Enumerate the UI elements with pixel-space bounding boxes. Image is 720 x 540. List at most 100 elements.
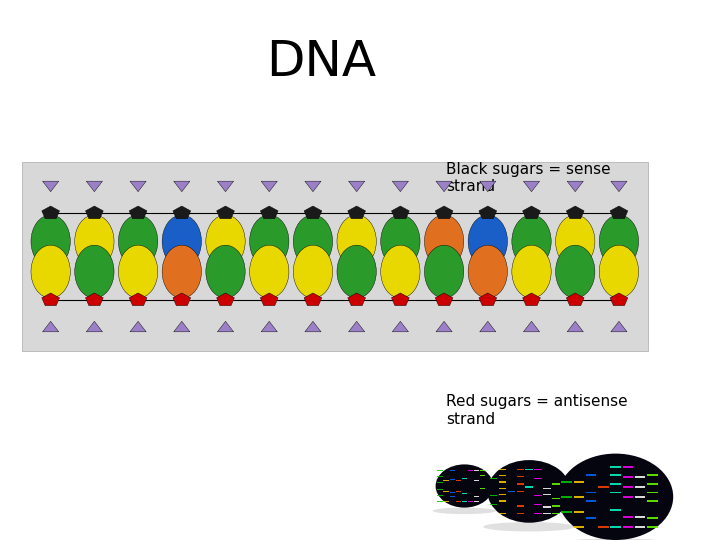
- Polygon shape: [436, 321, 452, 332]
- Bar: [623, 465, 633, 468]
- Bar: [562, 511, 572, 513]
- Polygon shape: [130, 321, 146, 332]
- Ellipse shape: [250, 215, 289, 268]
- Bar: [623, 526, 633, 528]
- Bar: [598, 526, 608, 528]
- Bar: [449, 470, 455, 471]
- Ellipse shape: [206, 215, 246, 268]
- Bar: [474, 496, 480, 497]
- Bar: [474, 485, 480, 487]
- Bar: [526, 487, 533, 488]
- Bar: [490, 504, 498, 505]
- Polygon shape: [42, 181, 59, 192]
- Bar: [611, 526, 621, 528]
- Polygon shape: [479, 206, 497, 219]
- Bar: [516, 512, 524, 514]
- Polygon shape: [611, 181, 627, 192]
- Bar: [468, 485, 473, 487]
- Polygon shape: [86, 321, 102, 332]
- Ellipse shape: [206, 245, 246, 298]
- Bar: [586, 517, 596, 519]
- Bar: [437, 470, 443, 471]
- Bar: [611, 483, 621, 485]
- Bar: [574, 496, 584, 498]
- Bar: [574, 481, 584, 483]
- Ellipse shape: [381, 215, 420, 268]
- Ellipse shape: [337, 215, 377, 268]
- Polygon shape: [348, 321, 365, 332]
- Text: Red sugars = antisense
strand: Red sugars = antisense strand: [446, 394, 628, 427]
- Bar: [437, 495, 443, 496]
- Polygon shape: [261, 206, 278, 219]
- Bar: [449, 479, 455, 480]
- Polygon shape: [435, 206, 453, 219]
- Ellipse shape: [512, 245, 552, 298]
- Polygon shape: [261, 181, 277, 192]
- Polygon shape: [217, 181, 233, 192]
- Bar: [22, 162, 648, 351]
- Polygon shape: [348, 293, 366, 306]
- Bar: [474, 501, 480, 502]
- Polygon shape: [305, 181, 321, 192]
- Polygon shape: [305, 321, 321, 332]
- Polygon shape: [523, 293, 541, 306]
- Bar: [623, 476, 633, 477]
- Bar: [552, 483, 559, 485]
- Bar: [635, 476, 645, 477]
- Bar: [647, 474, 657, 476]
- Polygon shape: [130, 181, 146, 192]
- Ellipse shape: [293, 245, 333, 298]
- Polygon shape: [304, 206, 322, 219]
- Ellipse shape: [599, 215, 639, 268]
- Polygon shape: [567, 293, 584, 306]
- Bar: [552, 498, 559, 500]
- Bar: [444, 481, 449, 482]
- Bar: [562, 496, 572, 498]
- Polygon shape: [392, 181, 408, 192]
- Bar: [552, 512, 559, 514]
- Bar: [635, 516, 645, 518]
- Polygon shape: [610, 206, 628, 219]
- Polygon shape: [479, 293, 497, 306]
- Bar: [437, 476, 443, 477]
- Polygon shape: [567, 321, 583, 332]
- Polygon shape: [174, 181, 190, 192]
- Bar: [647, 500, 657, 502]
- Bar: [647, 526, 657, 528]
- Bar: [499, 512, 506, 514]
- Text: DNA: DNA: [266, 38, 377, 86]
- Ellipse shape: [483, 522, 575, 531]
- Bar: [543, 494, 551, 495]
- Polygon shape: [261, 293, 278, 306]
- Ellipse shape: [162, 245, 202, 298]
- Bar: [623, 516, 633, 518]
- Bar: [508, 491, 516, 492]
- Bar: [449, 496, 455, 497]
- Bar: [574, 526, 584, 528]
- Ellipse shape: [118, 215, 158, 268]
- Ellipse shape: [31, 245, 71, 298]
- Bar: [635, 486, 645, 488]
- Bar: [534, 477, 542, 479]
- Bar: [480, 475, 485, 476]
- Bar: [468, 470, 473, 471]
- Ellipse shape: [337, 245, 377, 298]
- Ellipse shape: [599, 245, 639, 298]
- Bar: [516, 491, 524, 492]
- Bar: [635, 526, 645, 528]
- Bar: [574, 511, 584, 513]
- Bar: [499, 481, 506, 483]
- Bar: [534, 495, 542, 496]
- Bar: [456, 501, 461, 502]
- Polygon shape: [348, 181, 365, 192]
- Bar: [462, 485, 467, 487]
- Bar: [499, 469, 506, 470]
- Bar: [437, 501, 443, 502]
- Bar: [516, 505, 524, 507]
- Polygon shape: [129, 293, 147, 306]
- Bar: [462, 478, 467, 479]
- Bar: [586, 491, 596, 494]
- Polygon shape: [129, 206, 147, 219]
- Polygon shape: [42, 293, 60, 306]
- Polygon shape: [86, 293, 103, 306]
